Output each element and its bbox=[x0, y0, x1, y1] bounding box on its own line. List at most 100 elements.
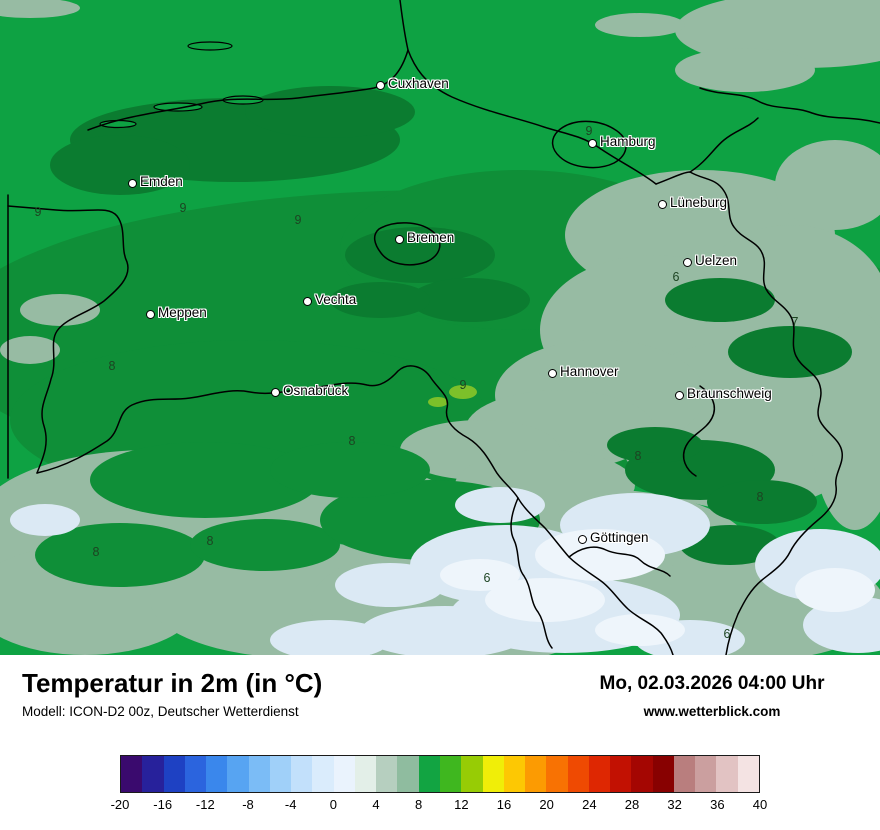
city-dot-icon bbox=[657, 199, 667, 209]
braunschweig-border bbox=[682, 385, 716, 477]
city-label: Vechta bbox=[315, 292, 357, 307]
temperature-value: 6 bbox=[672, 270, 680, 284]
legend-segment bbox=[525, 756, 547, 792]
map-canvas: 9 9 9 9 6 7 8 9 8 8 8 8 8 6 6 Cuxhaven Hamburg Emden Lüne… bbox=[0, 0, 880, 655]
temperature-value: 8 bbox=[92, 545, 100, 559]
east-state-border bbox=[655, 171, 843, 655]
city-dot-icon bbox=[587, 138, 597, 148]
region-accent-warm bbox=[428, 385, 477, 407]
legend-segment bbox=[333, 756, 355, 792]
legend-segment bbox=[631, 756, 653, 792]
legend-segment bbox=[206, 756, 228, 792]
legend-tick-label: 16 bbox=[496, 797, 512, 812]
model-info: Modell: ICON-D2 00z, Deutscher Wetterdie… bbox=[22, 703, 299, 719]
city-label: Braunschweig bbox=[687, 386, 772, 401]
city-label: Osnabrück bbox=[283, 383, 349, 398]
temperature-legend: -20 -16 -12 -8 -4 0 4 8 12 16 20 24 28 32 36 40 bbox=[111, 755, 768, 817]
legend-tick-label: 40 bbox=[752, 797, 768, 812]
legend-segment bbox=[546, 756, 568, 792]
legend-tick-label: -16 bbox=[153, 797, 173, 812]
city-dot-icon bbox=[577, 534, 587, 544]
legend-tick-label: 24 bbox=[582, 797, 597, 812]
legend-segment bbox=[354, 756, 377, 792]
city-dot-icon bbox=[682, 257, 692, 267]
temperature-value: 9 bbox=[34, 205, 42, 219]
bremen-border bbox=[373, 222, 441, 266]
city-dot-icon bbox=[127, 178, 137, 188]
temperature-values-layer: 9 9 9 9 6 7 8 9 8 8 8 8 8 6 6 bbox=[34, 124, 799, 641]
temperature-value: 8 bbox=[108, 359, 116, 373]
region-near-white bbox=[440, 529, 875, 646]
legend-segment bbox=[227, 756, 249, 792]
legend-tick-label: 36 bbox=[710, 797, 725, 812]
temperature-value: 9 bbox=[459, 378, 467, 392]
region-dark-green bbox=[50, 86, 530, 322]
footer-right: Mo, 02.03.2026 04:00 Uhr www.wetterblick… bbox=[562, 669, 862, 719]
temperature-value: 6 bbox=[483, 571, 491, 585]
legend-segment bbox=[142, 756, 164, 792]
city-dot-icon bbox=[375, 80, 385, 90]
city-dot-icon bbox=[394, 234, 404, 244]
city-markers-layer: Cuxhaven Hamburg Emden Lüneburg Bremen Uelzen… bbox=[127, 76, 772, 545]
city-label: Hannover bbox=[560, 364, 619, 379]
legend-segment bbox=[673, 756, 696, 792]
region-dark-green-east bbox=[607, 278, 852, 565]
temperature-value: 8 bbox=[348, 434, 356, 448]
city-label: Lüneburg bbox=[670, 195, 728, 210]
dutch-border bbox=[7, 205, 129, 474]
goettingen-border-2 bbox=[568, 546, 671, 577]
legend-segment bbox=[588, 756, 611, 792]
coastline-elbe bbox=[87, 49, 657, 185]
temperature-value: 6 bbox=[723, 627, 731, 641]
city-dot-icon bbox=[547, 368, 557, 378]
legend-segment bbox=[163, 756, 185, 792]
city-dot-icon bbox=[302, 296, 312, 306]
legend-tick-label: 12 bbox=[454, 797, 469, 812]
website-link[interactable]: www.wetterblick.com bbox=[643, 704, 781, 719]
city-label: Göttingen bbox=[590, 530, 649, 545]
temperature-value: 9 bbox=[585, 124, 593, 138]
footer-header: Temperatur in 2m (in °C) Modell: ICON-D2… bbox=[0, 655, 880, 719]
city-label: Meppen bbox=[158, 305, 207, 320]
legend-tick-label: 0 bbox=[329, 797, 337, 812]
legend-segment bbox=[610, 756, 632, 792]
city-dot-icon bbox=[145, 309, 155, 319]
temperature-value: 9 bbox=[179, 201, 187, 215]
legend-tick-label: 32 bbox=[667, 797, 682, 812]
legend-segment bbox=[184, 756, 207, 792]
legend-tick-labels: -20 -16 -12 -8 -4 0 4 8 12 16 20 24 28 32 36 40 bbox=[111, 797, 768, 817]
legend-tick-label: 8 bbox=[415, 797, 423, 812]
legend-tick-label: -4 bbox=[284, 797, 297, 812]
legend-segment bbox=[652, 756, 674, 792]
south-border bbox=[36, 365, 674, 655]
legend-tick-label: 4 bbox=[372, 797, 380, 812]
legend-segment bbox=[312, 756, 334, 792]
border-lines bbox=[7, 0, 880, 655]
legend-segment bbox=[269, 756, 292, 792]
legend-segment bbox=[461, 756, 483, 792]
goettingen-border-1 bbox=[510, 497, 553, 649]
elbe-mouth-border bbox=[399, 0, 409, 51]
legend-tick-label: -12 bbox=[195, 797, 215, 812]
temperature-value: 7 bbox=[791, 315, 799, 329]
footer-panel: Temperatur in 2m (in °C) Modell: ICON-D2… bbox=[0, 655, 880, 830]
legend-segment bbox=[439, 756, 462, 792]
city-dot-icon bbox=[270, 387, 280, 397]
northeast-border-2 bbox=[689, 117, 759, 173]
legend-segment bbox=[482, 756, 504, 792]
legend-segment bbox=[567, 756, 589, 792]
legend-segment bbox=[418, 756, 440, 792]
city-label: Uelzen bbox=[695, 253, 738, 268]
temperature-value: 9 bbox=[294, 213, 302, 227]
page-title: Temperatur in 2m (in °C) bbox=[22, 668, 323, 698]
city-label: Hamburg bbox=[600, 134, 656, 149]
northeast-border bbox=[699, 87, 880, 124]
forecast-datetime: Mo, 02.03.2026 04:00 Uhr bbox=[599, 673, 825, 694]
city-label: Emden bbox=[140, 174, 183, 189]
hamburg-border bbox=[551, 120, 627, 169]
region-green-patches bbox=[35, 442, 540, 587]
legend-segment bbox=[716, 756, 738, 792]
legend-segment bbox=[737, 756, 759, 792]
legend-tick-label: 20 bbox=[539, 797, 554, 812]
